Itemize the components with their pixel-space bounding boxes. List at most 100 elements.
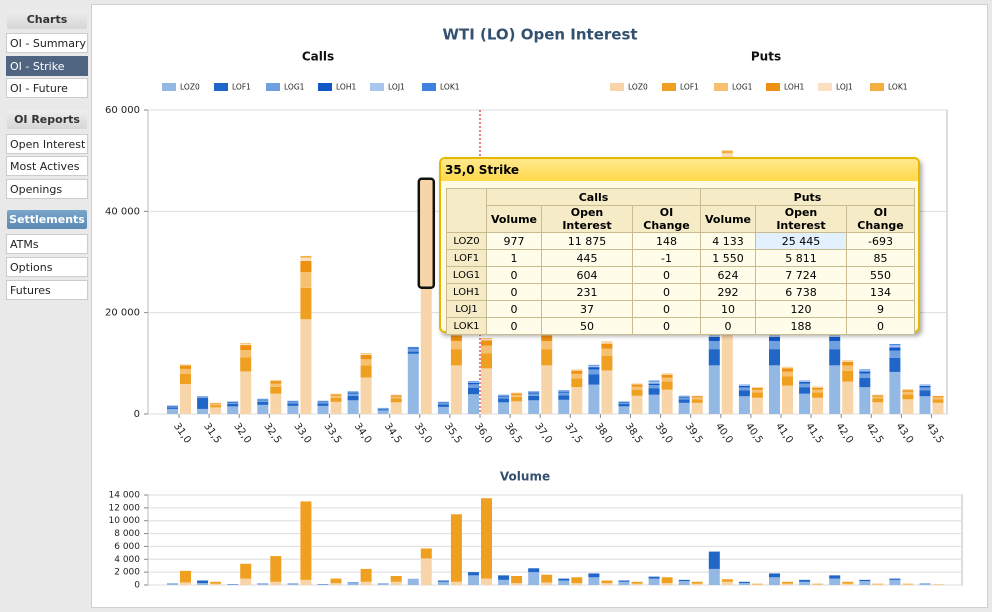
bar-segment (468, 575, 479, 585)
bar-segment (437, 406, 449, 414)
nav-item[interactable]: ATMs (6, 234, 88, 254)
bar-segment (558, 578, 570, 581)
bar-segment (782, 385, 793, 414)
nav-item[interactable]: OI - Strike (6, 56, 88, 76)
x-tick-label: 39,0 (653, 421, 675, 446)
table-cell: Volume (700, 205, 756, 233)
x-tick-label: 34,0 (352, 421, 374, 446)
bar-segment (347, 583, 359, 585)
bar-segment (257, 404, 269, 414)
bar-segment (588, 577, 600, 585)
tooltip-table: Calls Puts Volume Open Interest OI Change Vol… (446, 188, 915, 335)
bar-segment (678, 396, 690, 398)
bar-segment (601, 580, 613, 584)
table-cell: 231 (541, 283, 633, 301)
nav-item[interactable]: Futures (6, 280, 88, 300)
bar-segment (347, 391, 359, 393)
bar-segment (571, 370, 583, 374)
bar-segment (407, 348, 419, 352)
bar-segment (330, 395, 342, 398)
bar-segment (889, 344, 901, 346)
bar-segment (902, 394, 914, 400)
bar-segment (558, 399, 570, 414)
bar-segment (420, 285, 432, 414)
bar-segment (528, 392, 540, 394)
bar-segment (601, 355, 613, 371)
bar-segment (902, 390, 914, 392)
table-cell: 7 724 (755, 266, 847, 284)
bar-segment (390, 395, 402, 397)
bar-segment (812, 583, 824, 585)
bar-segment (481, 368, 492, 414)
nav-item[interactable]: Openings (6, 179, 88, 199)
legend-label: LOH1 (784, 83, 804, 92)
legend-swatch (422, 83, 436, 91)
table-cell: OI Change (632, 205, 701, 233)
bar-segment (317, 402, 329, 404)
x-tick-label: 42,0 (833, 421, 855, 446)
bar-segment (842, 360, 854, 362)
bar-segment (468, 381, 479, 383)
bar-segment (270, 581, 282, 585)
bar-segment (691, 396, 703, 398)
table-cell: Puts (700, 188, 915, 206)
nav-item[interactable]: Open Interest (6, 134, 88, 154)
bar-segment (738, 385, 750, 388)
bar-segment (390, 581, 402, 585)
bar-segment (420, 558, 432, 585)
bar-segment (360, 568, 372, 582)
tooltip: 35,0 Strike Calls Puts Volume Open Interest… (439, 157, 920, 335)
bar-segment (919, 385, 931, 388)
tooltip-title: 35,0 Strike (441, 159, 918, 181)
bar-segment (919, 385, 931, 386)
bar-segment (932, 402, 944, 414)
bar-segment (721, 150, 733, 154)
bar-segment (859, 373, 871, 379)
bar-segment (769, 341, 780, 350)
table-cell: 0 (486, 317, 542, 335)
bar-segment (782, 583, 793, 585)
y-tick-label: 2 000 (114, 568, 140, 578)
bar-segment (180, 373, 191, 385)
bar-segment (511, 583, 523, 585)
x-tick-label: 36,5 (502, 421, 524, 446)
chart-title: WTI (LO) Open Interest (442, 26, 637, 44)
bar-segment (588, 367, 600, 370)
table-cell: LOK1 (446, 317, 487, 335)
bar-segment (330, 397, 342, 402)
bar-segment (287, 583, 299, 585)
nav-item[interactable]: OI - Future (6, 78, 88, 98)
bar-segment (541, 574, 553, 583)
bar-segment (227, 401, 239, 403)
bar-segment (889, 347, 901, 351)
bar-segment (842, 581, 854, 584)
bar-segment (738, 390, 750, 397)
nav-item[interactable]: Options (6, 257, 88, 277)
bar-segment (360, 359, 372, 366)
bar-segment (859, 370, 871, 372)
bar-segment (437, 402, 449, 404)
bar-segment (571, 583, 583, 585)
bar-segment (708, 365, 720, 414)
bar-segment (588, 364, 600, 366)
bar-segment (300, 579, 312, 585)
section-header: OI Reports (7, 110, 87, 129)
bar-segment (257, 583, 269, 585)
bar-segment (872, 396, 884, 399)
legend-swatch (214, 83, 228, 91)
bar-segment (932, 397, 944, 400)
x-tick-label: 40,0 (713, 421, 735, 446)
bar-segment (708, 341, 720, 350)
nav-item[interactable]: OI - Summary (6, 33, 88, 53)
bar-segment (270, 383, 282, 387)
bar-segment (437, 580, 449, 582)
bar-segment (377, 409, 389, 411)
bar-segment (528, 391, 540, 393)
bar-segment (738, 396, 750, 414)
bar-segment (498, 395, 510, 397)
nav-item[interactable]: Most Actives (6, 156, 88, 176)
bar-segment (300, 257, 312, 261)
bar-segment (769, 349, 780, 366)
bar-segment (919, 396, 931, 414)
bar-segment (377, 408, 389, 410)
